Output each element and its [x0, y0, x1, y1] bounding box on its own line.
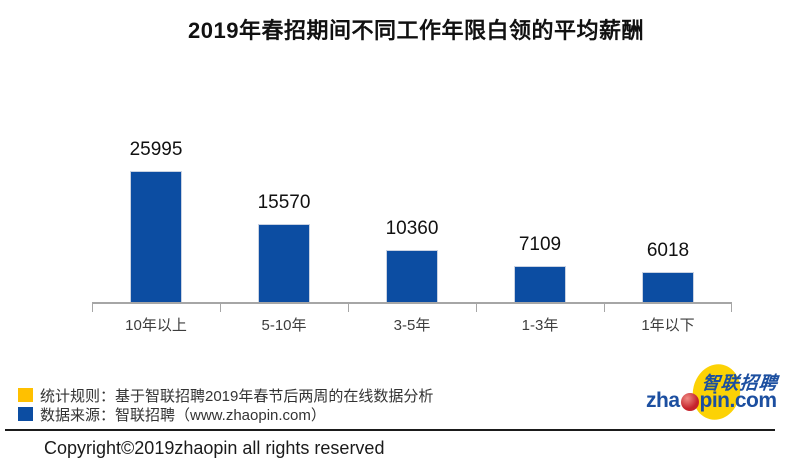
legend-swatch-icon: [18, 388, 33, 402]
category-axis: 10年以上 5-10年 3-5年 1-3年 1年以下: [92, 314, 732, 335]
legend-swatch-icon: [18, 407, 33, 421]
legend-row: 数据来源：智联招聘（www.zhaopin.com）: [18, 405, 433, 424]
footer-divider: [5, 429, 775, 431]
bar-slot: 15570: [220, 129, 348, 302]
bar: [514, 266, 566, 302]
bar-slot: 25995: [92, 129, 220, 302]
logo-text-zha: zha: [646, 389, 680, 412]
bar: [386, 250, 438, 302]
logo-text-pincom: pin.com: [699, 389, 778, 412]
bar-slot: 10360: [348, 129, 476, 302]
category-label: 1-3年: [521, 317, 559, 334]
bar-slot: 7109: [476, 129, 604, 302]
legend-text: 数据来源：智联招聘（www.zhaopin.com）: [40, 406, 326, 424]
logo-red-dot-icon: [680, 393, 699, 411]
legend-notes: 统计规则：基于智联招聘2019年春节后两周的在线数据分析 数据来源：智联招聘（ww…: [18, 386, 433, 424]
category-label: 3-5年: [393, 317, 431, 334]
chart-title: 2019年春招期间不同工作年限白领的平均薪酬: [188, 18, 644, 43]
bar-value-label: 15570: [257, 192, 311, 213]
plot-area: 25995 15570 10360 7109 6018: [92, 129, 732, 312]
axis-tick: [731, 304, 732, 312]
logo-english-text: zha pin.com: [646, 389, 777, 413]
legend-row: 统计规则：基于智联招聘2019年春节后两周的在线数据分析: [18, 386, 434, 405]
axis-tick: [604, 304, 605, 312]
bar-value-label: 7109: [518, 234, 562, 255]
bar: [258, 224, 310, 302]
axis-tick: [92, 304, 93, 312]
category-label: 5-10年: [261, 317, 307, 334]
legend-text: 统计规则：基于智联招聘2019年春节后两周的在线数据分析: [40, 387, 434, 405]
category-label: 10年以上: [125, 317, 187, 334]
category-label: 1年以下: [641, 317, 695, 334]
bar: [642, 272, 694, 302]
bar-value-label: 10360: [385, 218, 439, 239]
bar-value-label: 6018: [646, 240, 690, 261]
bar: [130, 171, 182, 302]
bar-slot: 6018: [604, 129, 732, 302]
axis-tick: [348, 304, 349, 312]
zhaopin-logo: 智联招聘 zha pin.com: [630, 358, 800, 428]
axis-tick: [476, 304, 477, 312]
bar-value-label: 25995: [129, 139, 183, 160]
axis-tick: [220, 304, 221, 312]
copyright-text: Copyright©2019zhaopin all rights reserve…: [44, 438, 385, 458]
